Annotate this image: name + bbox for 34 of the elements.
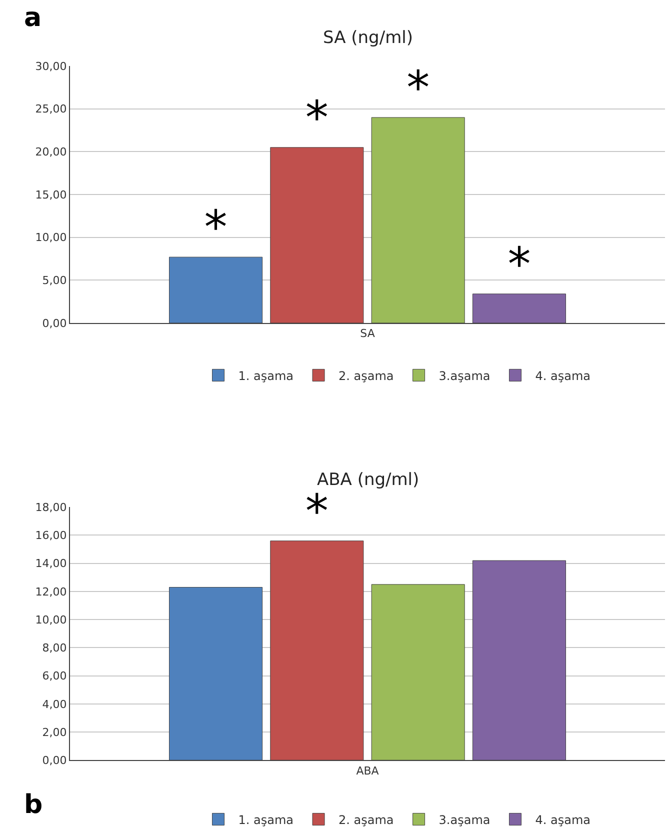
legend-label: 4. aşama — [535, 812, 590, 827]
y-tick-label: 16,00 — [35, 529, 67, 542]
y-tick-label: 0,00 — [42, 316, 67, 330]
legend-label: 3.aşama — [438, 812, 490, 827]
y-tick-label: 10,00 — [35, 231, 67, 244]
data-label: * — [406, 60, 430, 114]
y-tick-label: 6,00 — [42, 670, 67, 683]
y-tick-label: 2,00 — [42, 726, 67, 739]
y-tick-label: 15,00 — [35, 188, 67, 202]
legend-label: 2. aşama — [338, 368, 394, 383]
legend-label: 1. aşama — [238, 368, 294, 383]
y-tick-label: 12,00 — [35, 585, 67, 598]
legend-label: 4. aşama — [535, 368, 590, 383]
y-tick-label: 25,00 — [35, 102, 67, 116]
y-tick-label: 8,00 — [42, 642, 67, 655]
legend-label: 1. aşama — [238, 812, 294, 827]
y-tick-label: 18,00 — [35, 500, 67, 514]
y-tick-label: 5,00 — [42, 274, 67, 288]
chart-title: SA (ng/ml) — [323, 28, 413, 48]
x-tick-label: SA — [360, 327, 376, 340]
x-tick-label: ABA — [356, 764, 380, 778]
legend-label: 2. aşama — [338, 812, 394, 827]
y-tick-label: 30,00 — [35, 60, 67, 73]
data-label: * — [204, 200, 228, 254]
text: b — [24, 790, 43, 820]
data-label: * — [508, 236, 531, 291]
text: a — [24, 3, 42, 33]
legend-label: 3.aşama — [438, 368, 490, 383]
y-tick-label: 14,00 — [35, 557, 67, 570]
y-tick-label: 0,00 — [42, 754, 67, 767]
y-tick-label: 10,00 — [35, 613, 67, 626]
y-tick-label: 20,00 — [35, 146, 67, 159]
y-tick-label: 4,00 — [42, 698, 67, 711]
data-label: * — [305, 90, 328, 144]
